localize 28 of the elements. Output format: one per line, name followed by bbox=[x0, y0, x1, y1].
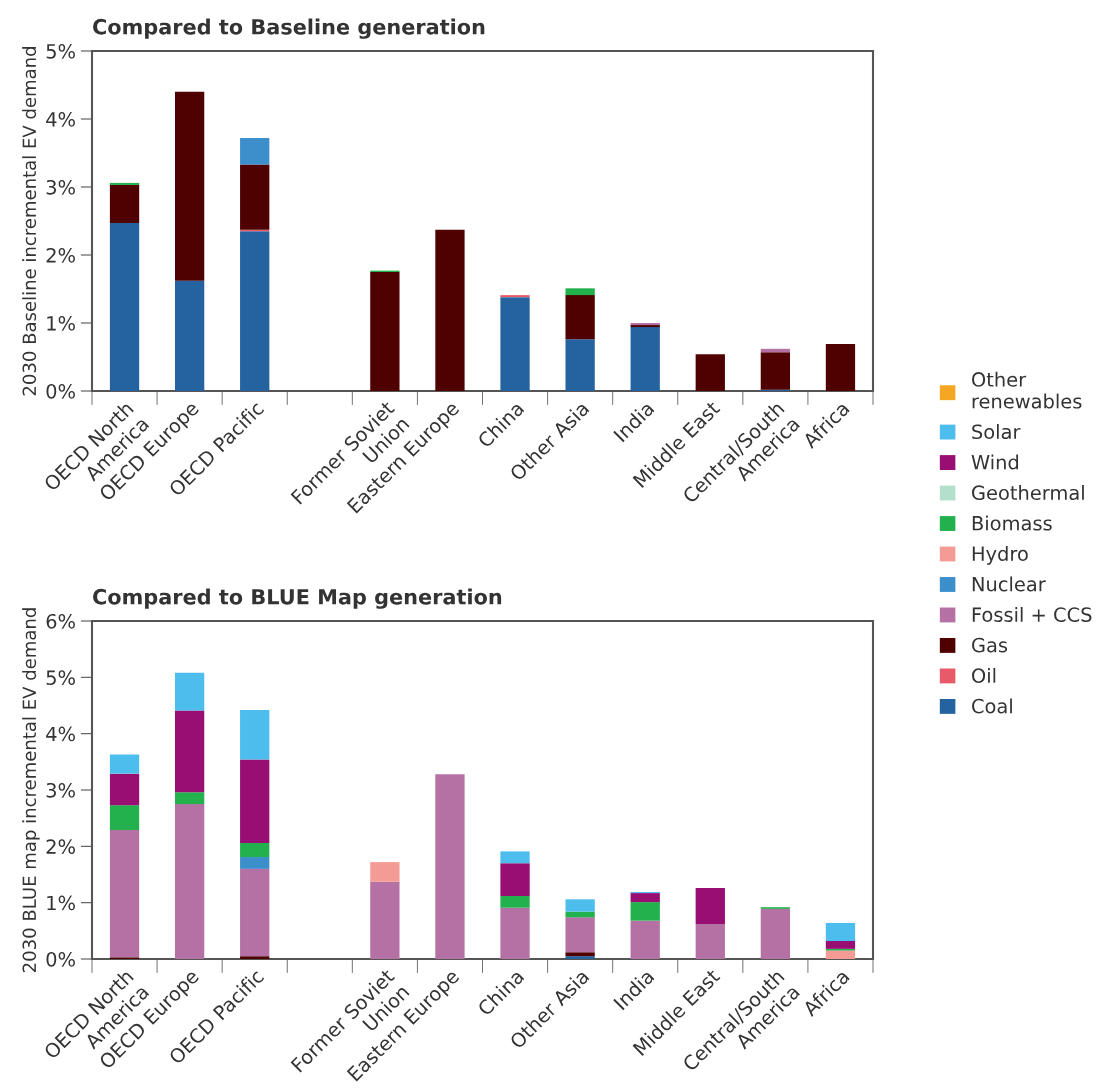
legend-label: Other renewables bbox=[972, 371, 1082, 409]
y-axis-title: 2030 BLUE map incremental EV demand bbox=[22, 608, 40, 972]
y-tick-label: 3% bbox=[46, 179, 75, 195]
legend-label: Coal bbox=[972, 698, 1012, 714]
legend-label: Solar bbox=[972, 424, 1021, 440]
y-tick-label: 0% bbox=[46, 951, 75, 967]
y-tick-label: 0% bbox=[46, 383, 75, 399]
legend-label: Fossil + CCS bbox=[972, 606, 1092, 622]
y-tick-label: 3% bbox=[46, 782, 75, 798]
legend-label: Biomass bbox=[972, 515, 1052, 531]
y-tick-label: 1% bbox=[47, 315, 75, 331]
y-tick-label: 1% bbox=[47, 895, 75, 911]
y-axis-title: 2030 Baseline incremental EV demand bbox=[22, 47, 37, 396]
legend-label: Geothermal bbox=[972, 485, 1084, 501]
y-tick-label: 4% bbox=[46, 726, 75, 742]
y-tick-label: 4% bbox=[46, 111, 75, 127]
legend-label: Hydro bbox=[972, 545, 1028, 565]
chart-title: Compared to BLUE Map generation bbox=[93, 588, 502, 609]
legend-label: Oil bbox=[972, 667, 996, 683]
legend-label: Wind bbox=[971, 454, 1019, 470]
y-tick-label: 5% bbox=[46, 670, 75, 685]
y-tick-label: 6% bbox=[46, 613, 75, 629]
legend-label: Gas bbox=[972, 637, 1008, 653]
chart-title: Compared to Baseline generation bbox=[93, 18, 485, 39]
legend-label: Nuclear bbox=[972, 576, 1046, 592]
y-tick-label: 5% bbox=[46, 43, 75, 59]
y-tick-label: 2% bbox=[46, 247, 75, 263]
y-tick-label: 2% bbox=[46, 839, 75, 854]
